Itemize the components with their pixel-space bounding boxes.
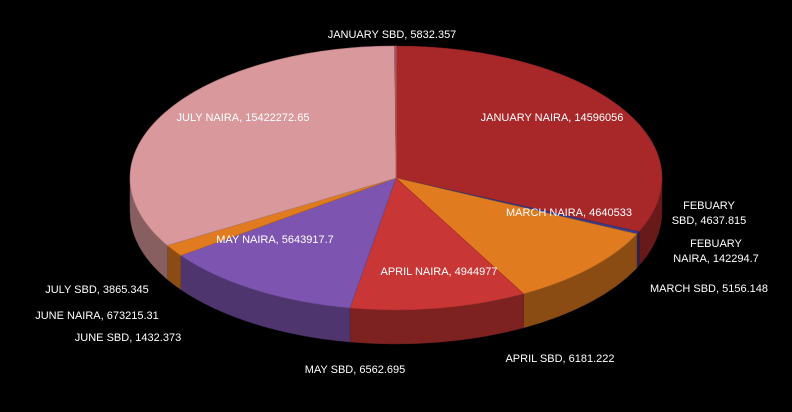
pie-label-8: JANUARY SBD, 5832.357 bbox=[328, 29, 457, 41]
pie-slice-3 bbox=[394, 177, 638, 295]
pie-label-7: JULY NAIRA, 15422272.65 bbox=[177, 112, 310, 124]
pie-slice-7 bbox=[129, 45, 397, 246]
pie-label-9: FEBUARY SBD, 4637.815 bbox=[672, 200, 747, 227]
pie-label-3: MARCH NAIRA, 4640533 bbox=[506, 207, 632, 219]
pie-side-2 bbox=[636, 231, 640, 269]
pie-label-13: JUNE SBD, 1432.373 bbox=[75, 332, 181, 344]
pie-label-line: FEBUARY bbox=[683, 200, 735, 212]
pie-slice-1 bbox=[395, 45, 663, 232]
pie-label-group: JANUARY NAIRA, 14596056 FEBUARY NAIRA, 142… bbox=[35, 29, 768, 376]
pie-label-6: JUNE NAIRA, 673215.31 bbox=[35, 310, 159, 322]
pie-label-line: SBD, 4637.815 bbox=[672, 215, 747, 227]
pie-label-1: JANUARY NAIRA, 14596056 bbox=[481, 112, 624, 124]
pie-label-12: MAY SBD, 6562.695 bbox=[305, 364, 406, 376]
pie-label-5: MAY NAIRA, 5643917.7 bbox=[216, 234, 334, 246]
pie-label-line: FEBUARY bbox=[690, 238, 742, 250]
pie-slice-4 bbox=[349, 177, 525, 311]
pie-label-14: JULY SBD, 3865.345 bbox=[45, 284, 149, 296]
pie-label-10: MARCH SBD, 5156.148 bbox=[650, 283, 768, 295]
pie-label-2: FEBUARY NAIRA, 142294.7 bbox=[673, 238, 759, 265]
pie-label-11: APRIL SBD, 6181.222 bbox=[505, 353, 614, 365]
pie-label-4: APRIL NAIRA, 4944977 bbox=[381, 266, 498, 278]
pie-top-group bbox=[129, 45, 663, 311]
pie-side-group bbox=[129, 177, 663, 345]
pie-label-line: NAIRA, 142294.7 bbox=[673, 253, 759, 265]
pie-slice-5 bbox=[180, 177, 397, 309]
